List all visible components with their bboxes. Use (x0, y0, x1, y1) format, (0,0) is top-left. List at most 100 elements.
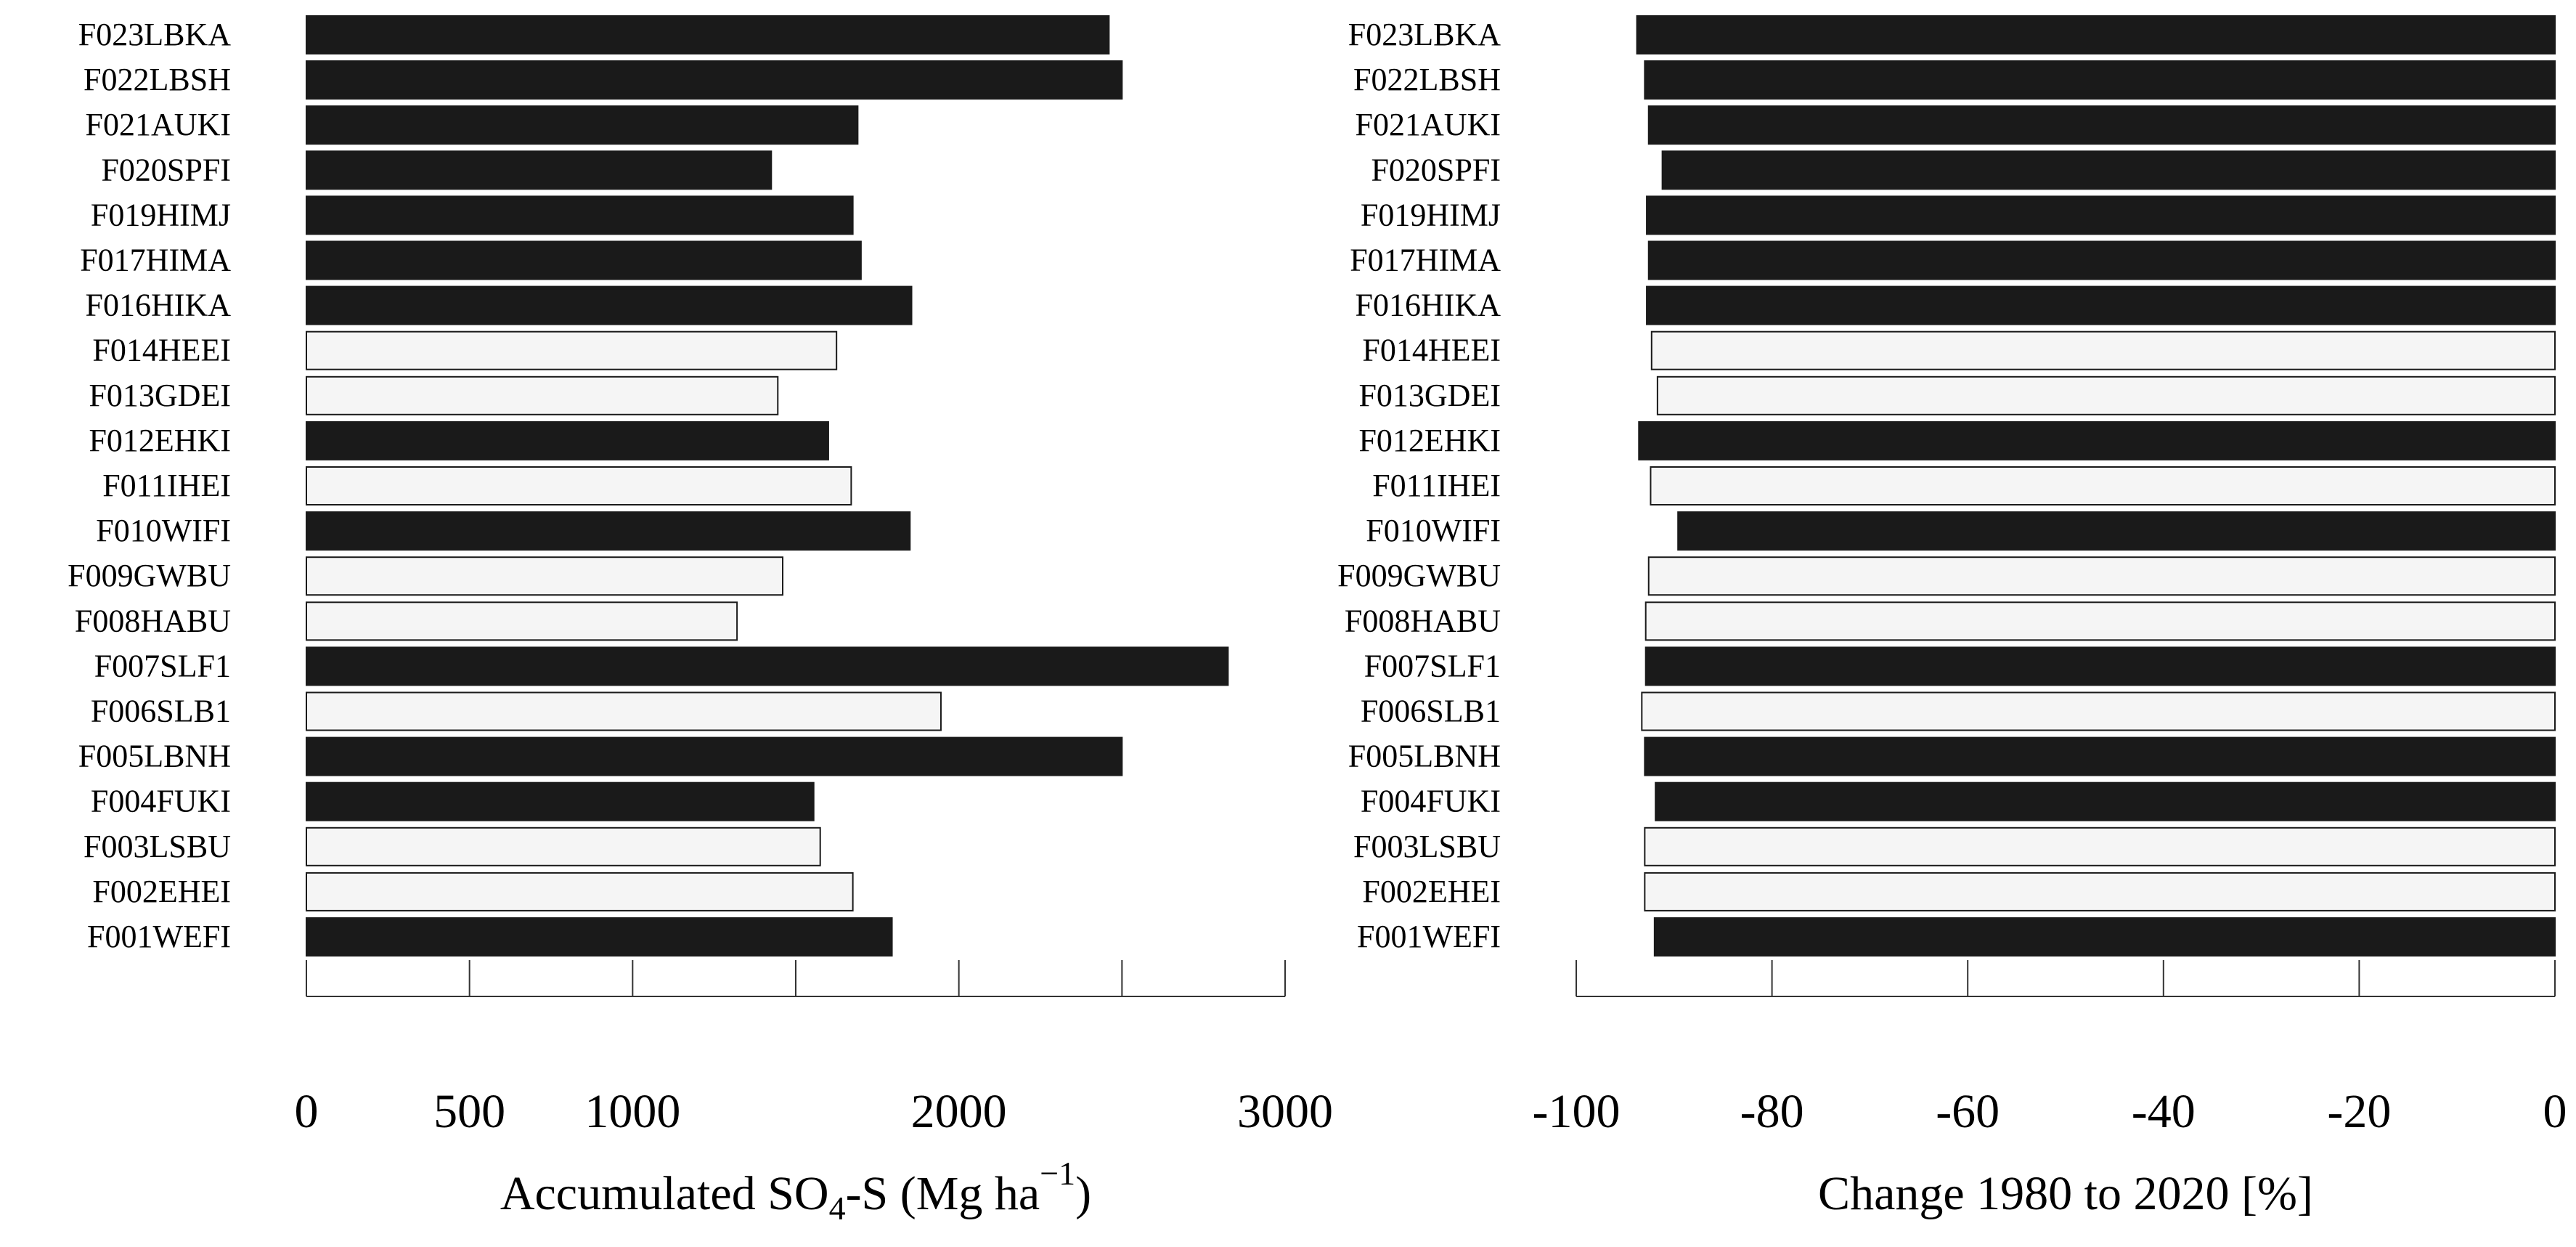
bar-accumulated-f003lsbu (306, 826, 821, 866)
category-label: F020SPFI (1371, 152, 1501, 187)
bar-change-f019himj (1646, 195, 2556, 235)
category-label: F014HEEI (1362, 333, 1501, 368)
bar-accumulated-f010wifi (306, 511, 911, 551)
bar-change-f005lbnh (1644, 736, 2556, 776)
category-label: F011IHEI (102, 468, 231, 503)
category-label: F006SLB1 (1361, 694, 1501, 729)
category-label: F010WIFI (1366, 513, 1501, 548)
bar-change-f021auki (1647, 105, 2556, 145)
bar-change-f010wifi (1677, 511, 2556, 551)
category-label: F017HIMA (1350, 243, 1501, 278)
x-tick-label: -40 (2132, 1085, 2196, 1138)
bar-accumulated-f005lbnh (306, 736, 1123, 776)
bar-accumulated-f012ehki (306, 421, 829, 460)
x-axis-label: Change 1980 to 2020 [%] (1818, 1167, 2313, 1220)
category-label: F012EHKI (1358, 423, 1501, 458)
change-1980-2020-panel: F023LBKA F022LBSH F021AUKI F020SPFI F019HIMJ… (1337, 15, 2567, 1220)
category-label: F004FUKI (91, 784, 231, 819)
x-tick-label: 1000 (584, 1085, 680, 1138)
bar-change-f006slb1 (1641, 691, 2556, 731)
bar-accumulated-f001wefi (306, 917, 893, 956)
bar-accumulated-f021auki (306, 105, 859, 145)
category-label: F021AUKI (86, 107, 231, 142)
bar-change-f009gwbu (1647, 556, 2556, 596)
x-axis-label-mid: -S (Mg ha (846, 1167, 1040, 1220)
category-label: F003LSBU (83, 829, 231, 864)
bar-change-f002ehei (1644, 872, 2556, 911)
x-tick-label: -20 (2327, 1085, 2391, 1138)
x-tick-label: 2000 (911, 1085, 1007, 1138)
category-label: F008HABU (1345, 603, 1501, 638)
x-tick-label: -100 (1533, 1085, 1621, 1138)
bar-accumulated-f004fuki (306, 781, 815, 821)
bar-change-f023lbka (1636, 15, 2556, 54)
category-label: F019HIMJ (1361, 197, 1501, 232)
category-label: F019HIMJ (91, 197, 231, 232)
bar-change-f020spfi (1661, 150, 2556, 190)
category-label: F005LBNH (1348, 739, 1501, 774)
category-label: F001WEFI (87, 919, 231, 954)
category-label: F020SPFI (101, 152, 231, 187)
bar-change-f007slf1 (1644, 646, 2556, 686)
category-label: F003LSBU (1353, 829, 1501, 864)
bar-accumulated-f022lbsh (306, 60, 1123, 100)
category-label: F014HEEI (92, 333, 231, 368)
category-label: F002EHEI (1362, 874, 1501, 909)
category-label: F009GWBU (68, 558, 231, 593)
bar-change-f013gdei (1656, 375, 2556, 415)
category-label: F016HIKA (86, 288, 232, 323)
bar-accumulated-f013gdei (306, 375, 779, 415)
bar-change-f012ehki (1638, 421, 2556, 460)
category-label: F023LBKA (78, 17, 231, 52)
category-label: F013GDEI (89, 378, 231, 413)
bar-change-f016hika (1646, 285, 2556, 325)
category-label: F023LBKA (1348, 17, 1501, 52)
bar-accumulated-f009gwbu (306, 556, 784, 596)
bar-change-f003lsbu (1644, 826, 2556, 866)
category-label: F017HIMA (80, 243, 231, 278)
x-axis-label: Accumulated SO4-S (Mg ha−1) (500, 1155, 1091, 1227)
category-label: F007SLF1 (94, 648, 231, 683)
bar-accumulated-f020spfi (306, 150, 773, 190)
category-label: F005LBNH (78, 739, 231, 774)
category-label: F006SLB1 (91, 694, 231, 729)
category-label: F022LBSH (83, 62, 231, 97)
category-label: F002EHEI (92, 874, 231, 909)
bar-accumulated-f011ihei (306, 466, 852, 505)
x-axis-label-sub: 4 (829, 1190, 846, 1227)
bar-change-f001wefi (1653, 917, 2556, 956)
category-label: F007SLF1 (1364, 648, 1501, 683)
bar-change-f014heei (1650, 330, 2556, 370)
x-axis-label-prefix: Accumulated SO (500, 1167, 829, 1220)
bar-accumulated-f019himj (306, 195, 854, 235)
bar-accumulated-f002ehei (306, 872, 854, 911)
category-label: F004FUKI (1361, 784, 1501, 819)
bar-change-f008habu (1644, 601, 2556, 641)
x-tick-label: 3000 (1237, 1085, 1333, 1138)
accumulated-so4-panel: F023LBKA F022LBSH F021AUKI F020SPFI F019HIMJ… (68, 15, 1333, 1227)
category-label: F021AUKI (1356, 107, 1501, 142)
bar-accumulated-f017hima (306, 240, 862, 280)
x-tick-label: 0 (2543, 1085, 2567, 1138)
bar-accumulated-f014heei (306, 330, 838, 370)
category-label: F008HABU (75, 603, 231, 638)
bar-change-f011ihei (1650, 466, 2556, 505)
bar-accumulated-f023lbka (306, 15, 1110, 54)
bar-change-f022lbsh (1644, 60, 2556, 100)
category-label: F016HIKA (1356, 288, 1501, 323)
category-label: F009GWBU (1337, 558, 1501, 593)
category-label: F001WEFI (1357, 919, 1501, 954)
bar-accumulated-f007slf1 (306, 646, 1229, 686)
category-label: F011IHEI (1372, 468, 1501, 503)
x-axis-label-suffix: ) (1075, 1167, 1091, 1220)
x-tick-label: -80 (1740, 1085, 1804, 1138)
x-axis-label-sup: −1 (1040, 1155, 1075, 1192)
bar-change-f017hima (1647, 240, 2556, 280)
bar-accumulated-f008habu (306, 601, 738, 641)
category-label: F013GDEI (1358, 378, 1501, 413)
category-label: F010WIFI (96, 513, 231, 548)
category-label: F022LBSH (1353, 62, 1501, 97)
x-tick-label: 0 (295, 1085, 319, 1138)
x-tick-label: -60 (1936, 1085, 2000, 1138)
category-label: F012EHKI (89, 423, 231, 458)
